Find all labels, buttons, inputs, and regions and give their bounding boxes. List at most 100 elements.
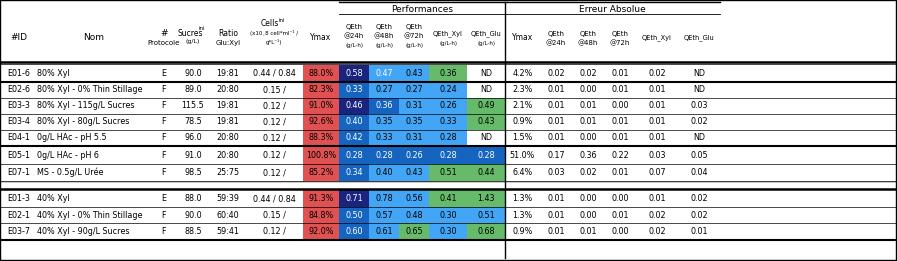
Text: 78.5: 78.5 (184, 117, 202, 127)
Bar (399, 207, 429, 223)
Bar (339, 98, 369, 114)
Text: E07-1: E07-1 (7, 168, 30, 177)
Text: 2.3%: 2.3% (512, 86, 533, 94)
Text: (g/L-h): (g/L-h) (405, 43, 423, 48)
Bar (369, 82, 399, 98)
Text: 20:80: 20:80 (216, 86, 239, 94)
Text: 0.01: 0.01 (547, 194, 565, 203)
Text: QEth: QEth (579, 31, 597, 37)
Bar (339, 146, 369, 164)
Text: 0.00: 0.00 (579, 133, 597, 143)
Text: 0.17: 0.17 (547, 151, 565, 159)
Text: Ymax: Ymax (310, 33, 332, 43)
Text: 0.33: 0.33 (345, 86, 362, 94)
Text: 0.65: 0.65 (405, 227, 422, 236)
Text: 0.68: 0.68 (477, 227, 495, 236)
Text: 0g/L HAc - pH 6: 0g/L HAc - pH 6 (37, 151, 99, 159)
Text: 6.4%: 6.4% (512, 168, 533, 177)
Text: 19:81: 19:81 (216, 102, 239, 110)
Text: 0.30: 0.30 (440, 227, 457, 236)
Text: Protocole: Protocole (148, 40, 180, 46)
Text: 0.00: 0.00 (611, 194, 629, 203)
Bar (369, 130, 399, 146)
Bar (467, 114, 505, 130)
Bar (303, 207, 339, 223)
Bar (399, 223, 429, 240)
Text: (g/L-h): (g/L-h) (345, 43, 363, 48)
Bar (429, 65, 467, 82)
Bar (467, 98, 505, 114)
Text: 40% Xyl: 40% Xyl (37, 194, 70, 203)
Bar (399, 98, 429, 114)
Text: 59:41: 59:41 (216, 227, 239, 236)
Text: 0.9%: 0.9% (512, 227, 533, 236)
Text: (g/L-h): (g/L-h) (439, 40, 457, 45)
Text: 0.01: 0.01 (611, 168, 629, 177)
Text: 0.44: 0.44 (477, 168, 495, 177)
Text: QEth: QEth (345, 24, 362, 30)
Text: 0.01: 0.01 (579, 117, 597, 127)
Text: MS - 0.5g/L Urée: MS - 0.5g/L Urée (37, 168, 103, 177)
Text: F: F (161, 211, 166, 220)
Bar (467, 190, 505, 207)
Text: 0.26: 0.26 (440, 102, 457, 110)
Text: 0.27: 0.27 (405, 86, 422, 94)
Text: 0.00: 0.00 (579, 211, 597, 220)
Bar (369, 146, 399, 164)
Text: E03-7: E03-7 (7, 227, 30, 236)
Bar (399, 82, 429, 98)
Text: Performances: Performances (391, 4, 453, 14)
Text: @24h: @24h (546, 40, 566, 46)
Text: 0.12 /: 0.12 / (263, 227, 285, 236)
Text: 0.00: 0.00 (579, 194, 597, 203)
Text: 0.43: 0.43 (405, 69, 422, 78)
Text: 19:81: 19:81 (216, 69, 239, 78)
Text: 0g/L HAc - pH 5.5: 0g/L HAc - pH 5.5 (37, 133, 107, 143)
Text: 88.3%: 88.3% (309, 133, 334, 143)
Text: 0.12 /: 0.12 / (263, 133, 285, 143)
Bar (303, 223, 339, 240)
Text: 0.01: 0.01 (611, 86, 629, 94)
Bar (303, 190, 339, 207)
Text: 0.35: 0.35 (375, 117, 393, 127)
Text: E04-1: E04-1 (7, 133, 30, 143)
Text: 0.30: 0.30 (440, 211, 457, 220)
Text: @48h: @48h (374, 33, 394, 39)
Text: 20:80: 20:80 (216, 133, 239, 143)
Bar (429, 130, 467, 146)
Text: (x10¸8 cell*ml⁻¹ /: (x10¸8 cell*ml⁻¹ / (250, 30, 298, 36)
Text: 0.02: 0.02 (649, 211, 666, 220)
Text: 1.3%: 1.3% (512, 211, 533, 220)
Text: 2.1%: 2.1% (512, 102, 533, 110)
Text: (g/L-h): (g/L-h) (375, 43, 393, 48)
Bar (369, 98, 399, 114)
Text: Ratio: Ratio (218, 29, 238, 39)
Text: 0.07: 0.07 (649, 168, 666, 177)
Text: E05-1: E05-1 (7, 151, 30, 159)
Text: Erreur Absolue: Erreur Absolue (579, 4, 646, 14)
Bar (429, 223, 467, 240)
Text: ND: ND (693, 133, 705, 143)
Text: 0.01: 0.01 (649, 117, 666, 127)
Text: 0.12 /: 0.12 / (263, 168, 285, 177)
Bar (339, 207, 369, 223)
Text: 0.58: 0.58 (345, 69, 362, 78)
Text: 0.48: 0.48 (405, 211, 422, 220)
Text: 0.12 /: 0.12 / (263, 151, 285, 159)
Text: ND: ND (480, 133, 492, 143)
Bar (303, 98, 339, 114)
Text: 0.03: 0.03 (649, 151, 666, 159)
Text: F: F (161, 86, 166, 94)
Text: @48h: @48h (578, 40, 598, 46)
Text: 82.3%: 82.3% (309, 86, 334, 94)
Text: 92.6%: 92.6% (309, 117, 334, 127)
Text: E01-3: E01-3 (7, 194, 30, 203)
Text: 0.02: 0.02 (579, 168, 597, 177)
Text: 0.01: 0.01 (649, 133, 666, 143)
Text: ND: ND (693, 86, 705, 94)
Text: 0.02: 0.02 (649, 69, 666, 78)
Text: 40% Xyl - 0% Thin Stillage: 40% Xyl - 0% Thin Stillage (37, 211, 143, 220)
Text: QEth: QEth (547, 31, 564, 37)
Text: 0.36: 0.36 (579, 151, 597, 159)
Text: QEth_Glu: QEth_Glu (471, 31, 501, 37)
